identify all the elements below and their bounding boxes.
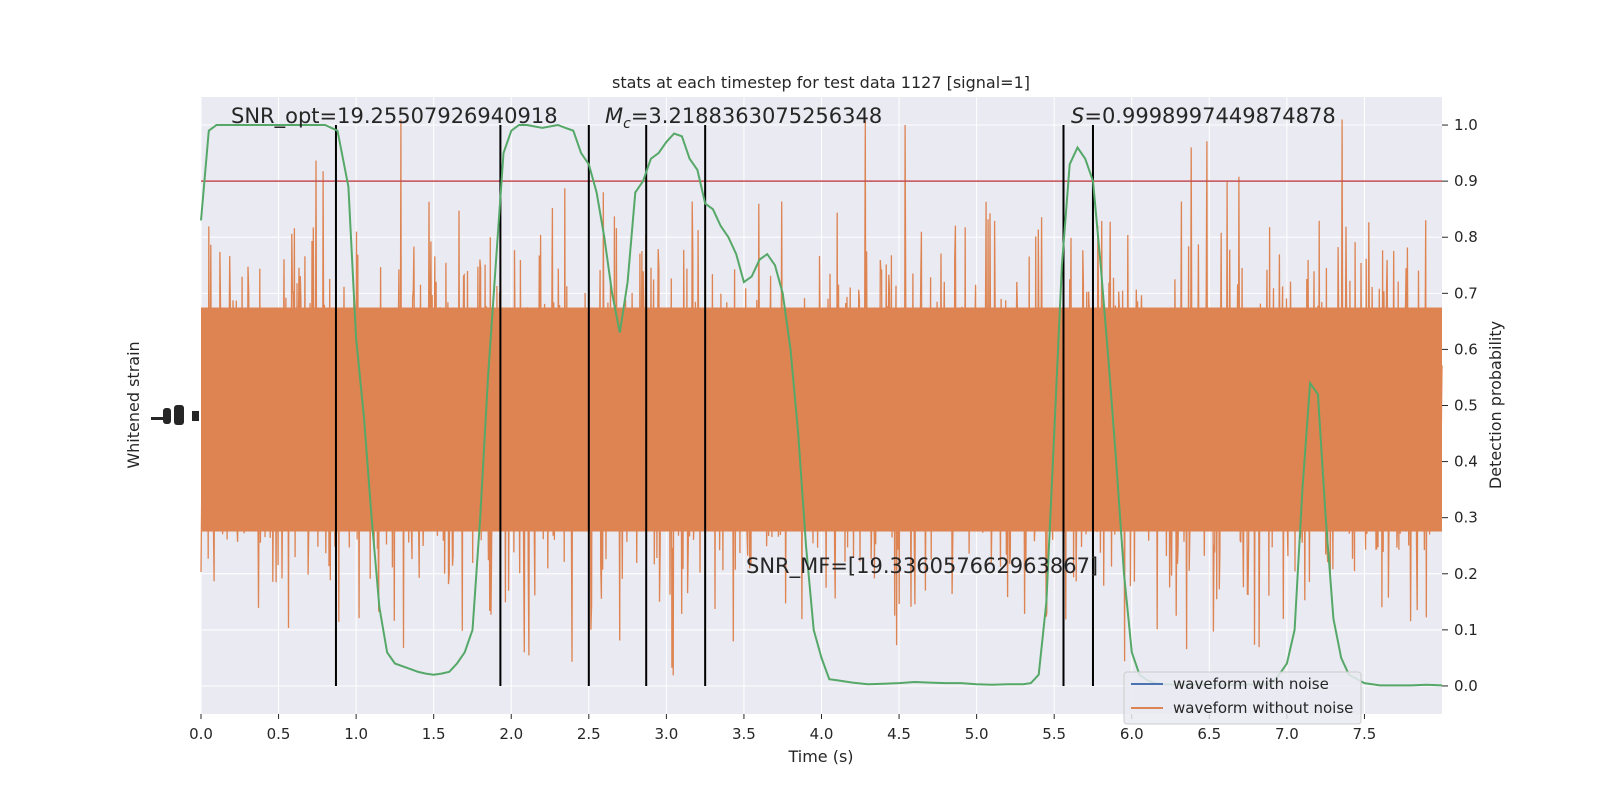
x-tick-label: 0.5 bbox=[267, 725, 291, 743]
chirp-mass-annotation: Mc=3.2188363075256348 bbox=[605, 104, 882, 132]
y-tick-label: 0.2 bbox=[1454, 565, 1478, 583]
x-tick-label: 1.0 bbox=[344, 725, 368, 743]
y-tick-label: 0.1 bbox=[1454, 621, 1478, 639]
x-tick-label: 6.5 bbox=[1197, 725, 1221, 743]
y-tick-label: 0.5 bbox=[1454, 397, 1478, 415]
legend: waveform with noise waveform without noi… bbox=[1123, 671, 1362, 725]
legend-label-with-noise: waveform with noise bbox=[1173, 675, 1329, 693]
x-tick-label: 7.0 bbox=[1275, 725, 1299, 743]
y-tick-label: 0.4 bbox=[1454, 453, 1478, 471]
vertical-lines bbox=[334, 125, 1094, 686]
y-axis-left-label: Whitened strain bbox=[124, 341, 143, 468]
y-tick-label: 0.0 bbox=[1454, 677, 1478, 695]
y-tick-label: 0.7 bbox=[1454, 284, 1478, 302]
x-tick-label: 4.0 bbox=[810, 725, 834, 743]
y-tick-label: 0.6 bbox=[1454, 340, 1478, 358]
x-tick-label: 1.5 bbox=[422, 725, 446, 743]
snr-opt-annotation: SNR_opt=19.25507926940918 bbox=[231, 104, 558, 129]
legend-box bbox=[1123, 671, 1362, 725]
legend-label-without-noise: waveform without noise bbox=[1173, 699, 1353, 717]
x-tick-label: 5.0 bbox=[965, 725, 989, 743]
y-axis-right-label: Detection probability bbox=[1486, 321, 1505, 489]
x-tick-label: 0.0 bbox=[189, 725, 213, 743]
snr-mf-annotation: SNR_MF=[19.336057662963867] bbox=[746, 554, 1098, 579]
x-axis-label: Time (s) bbox=[787, 747, 853, 766]
y-tick-label: 0.8 bbox=[1454, 228, 1478, 246]
waveform-without-noise-series bbox=[200, 119, 1443, 676]
x-tick-label: 3.0 bbox=[654, 725, 678, 743]
x-tick-label: 2.0 bbox=[499, 725, 523, 743]
x-tick-label: 4.5 bbox=[887, 725, 911, 743]
waveform-without-noise-line bbox=[200, 119, 1443, 676]
x-tick-label: 6.0 bbox=[1120, 725, 1144, 743]
x-tick-label: 7.5 bbox=[1353, 725, 1377, 743]
score-annotation: S=0.9998997449874878 bbox=[1071, 104, 1336, 128]
left-tick-cluster bbox=[151, 405, 199, 425]
y-axis-right-ticks: 0.0 0.1 0.2 0.3 0.4 0.5 0.6 0.7 0.8 0.9 1.0 bbox=[1442, 116, 1478, 695]
y-tick-label: 1.0 bbox=[1454, 116, 1478, 134]
x-axis-ticks: 0.0 0.5 1.0 1.5 2.0 2.5 3.0 3.5 4.0 4.5 5.0 5.5 6.0 6… bbox=[189, 714, 1376, 743]
x-tick-label: 5.5 bbox=[1042, 725, 1066, 743]
x-tick-label: 3.5 bbox=[732, 725, 756, 743]
chart-title: stats at each timestep for test data 112… bbox=[612, 73, 1030, 92]
y-tick-label: 0.9 bbox=[1454, 172, 1478, 190]
x-tick-label: 2.5 bbox=[577, 725, 601, 743]
y-tick-label: 0.3 bbox=[1454, 509, 1478, 527]
